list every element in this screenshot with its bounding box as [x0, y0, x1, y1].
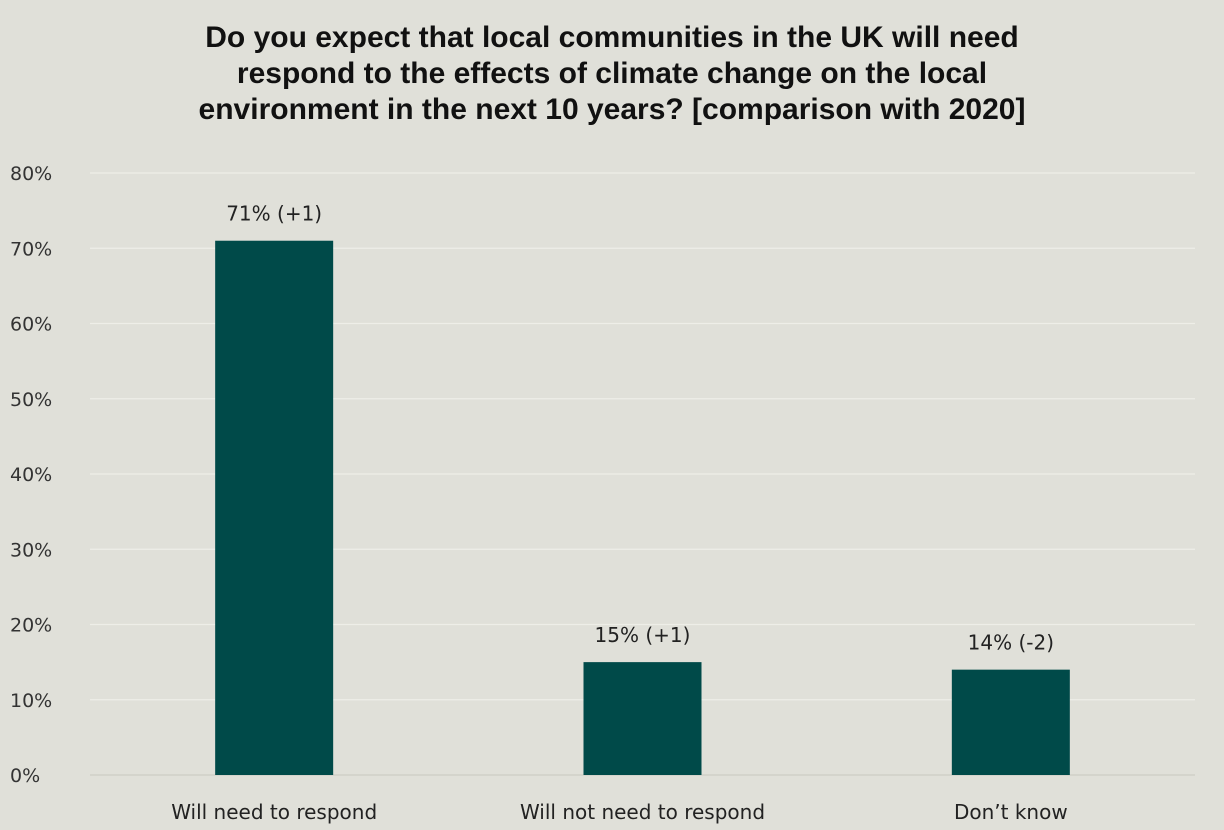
y-tick-label-20: 20% — [10, 615, 52, 637]
y-tick-label-0: 0% — [10, 765, 40, 787]
y-tick-label-70: 70% — [10, 238, 52, 260]
category-label-0: Will need to respond — [171, 800, 377, 824]
bar-1 — [583, 662, 702, 775]
category-label-2: Don’t know — [954, 800, 1068, 824]
data-label-1: 15% (+1) — [595, 623, 691, 647]
chart-title-line-2: respond to the effects of climate change… — [236, 57, 988, 90]
data-label-2: 14% (-2) — [968, 631, 1054, 655]
chart-title-line-1: Do you expect that local communities in … — [205, 21, 1019, 54]
bar-0 — [215, 240, 334, 776]
y-tick-label-60: 60% — [10, 314, 52, 336]
y-tick-label-80: 80% — [10, 163, 52, 185]
chart-title-line-3: environment in the next 10 years? [compa… — [198, 93, 1026, 126]
bar-2 — [951, 669, 1070, 775]
y-tick-label-50: 50% — [10, 389, 52, 411]
category-label-1: Will not need to respond — [520, 800, 765, 824]
chart-title: Do you expect that local communities in … — [0, 20, 1224, 128]
y-tick-label-10: 10% — [10, 690, 52, 712]
y-tick-label-30: 30% — [10, 539, 52, 561]
data-label-0: 71% (+1) — [226, 202, 322, 226]
y-tick-label-40: 40% — [10, 464, 52, 486]
